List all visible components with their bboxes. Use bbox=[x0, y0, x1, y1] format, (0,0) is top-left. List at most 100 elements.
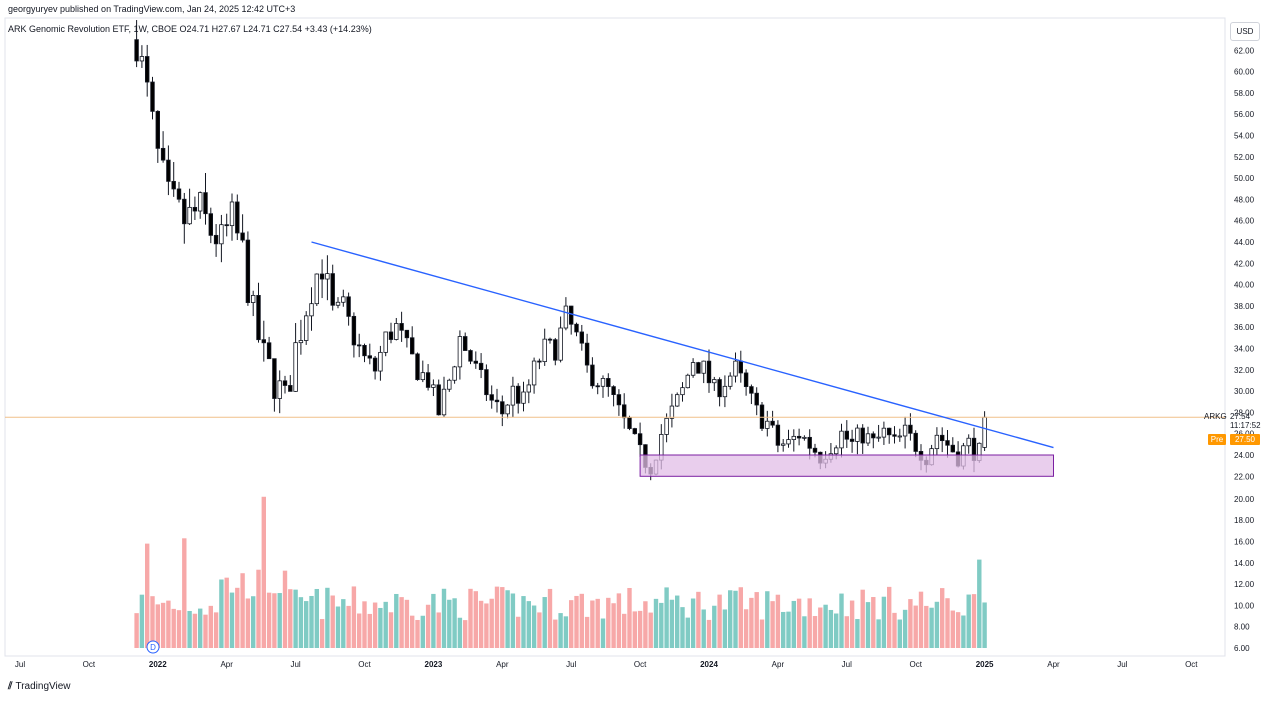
price-tick-label: 20.00 bbox=[1234, 495, 1255, 504]
tradingview-logo-icon: ⫽ bbox=[8, 681, 13, 692]
candle-body bbox=[150, 81, 155, 112]
candle-body bbox=[622, 404, 627, 419]
tradingview-logo[interactable]: ⫽ TradingView bbox=[8, 681, 71, 692]
candle-body bbox=[982, 416, 987, 448]
volume-bar bbox=[282, 570, 288, 648]
candle-body bbox=[261, 339, 266, 344]
candle-body bbox=[547, 338, 553, 341]
price-tick-label: 52.00 bbox=[1234, 153, 1255, 162]
candle-body bbox=[229, 201, 235, 227]
candle-body bbox=[240, 232, 245, 241]
volume-bar bbox=[855, 619, 860, 648]
time-tick-label: Oct bbox=[634, 660, 647, 669]
candle-body bbox=[245, 239, 251, 303]
candle-body bbox=[600, 378, 606, 387]
candle-body bbox=[468, 350, 473, 362]
candle-body bbox=[722, 385, 728, 398]
volume-bar bbox=[505, 590, 510, 648]
candle-body bbox=[160, 147, 166, 161]
time-tick-label: Jul bbox=[842, 660, 852, 669]
volume-bar bbox=[680, 607, 685, 648]
volume-bar bbox=[595, 598, 600, 648]
volume-bar bbox=[892, 612, 897, 648]
volume-bar bbox=[802, 616, 807, 648]
volume-bar bbox=[203, 614, 208, 648]
volume-bar bbox=[945, 598, 950, 648]
volume-bar bbox=[579, 593, 584, 648]
candle-body bbox=[272, 358, 277, 399]
volume-bar bbox=[690, 598, 696, 648]
volume-bar bbox=[627, 587, 632, 648]
price-tick-label: 38.00 bbox=[1234, 302, 1255, 311]
volume-bar bbox=[563, 616, 569, 648]
last-price-symbol: ARKG bbox=[1204, 412, 1227, 421]
volume-bar bbox=[669, 599, 675, 648]
candle-body bbox=[791, 435, 796, 440]
candle-body bbox=[696, 362, 701, 374]
candle-body bbox=[425, 372, 431, 388]
volume-bar bbox=[372, 602, 378, 648]
time-tick-label: Apr bbox=[496, 660, 509, 669]
volume-bar bbox=[637, 610, 643, 648]
candle-body bbox=[839, 430, 844, 449]
time-axis: Jul Oct 2022 Apr Jul Oct 2023 Apr Jul Oct 2024 Apr J… bbox=[15, 660, 1198, 669]
candle-body bbox=[786, 439, 791, 445]
candle-body bbox=[966, 437, 971, 447]
candle-body bbox=[569, 305, 574, 325]
volume-bar bbox=[500, 587, 505, 648]
candle-body bbox=[203, 192, 208, 215]
descending-trendline bbox=[311, 241, 1054, 449]
candle-body bbox=[812, 447, 818, 453]
candle-body bbox=[319, 273, 325, 280]
candle-body bbox=[288, 385, 293, 392]
volume-bar bbox=[425, 604, 431, 648]
candle-body bbox=[144, 56, 150, 83]
time-tick-label: Jul bbox=[15, 660, 25, 669]
candle-body bbox=[298, 340, 304, 344]
price-tick-label: 42.00 bbox=[1234, 259, 1255, 268]
volume-bar bbox=[828, 609, 834, 648]
candle-body bbox=[611, 386, 616, 396]
candle-body bbox=[447, 379, 452, 390]
volume-bar bbox=[341, 599, 346, 648]
volume-bar bbox=[410, 615, 415, 648]
volume-bar bbox=[924, 605, 929, 648]
candle-body bbox=[526, 384, 531, 393]
volume-bar bbox=[346, 605, 351, 648]
premarket-price: 27.50 bbox=[1230, 434, 1260, 445]
time-tick-label: Jul bbox=[566, 660, 576, 669]
candle-body bbox=[738, 360, 743, 374]
candle-body bbox=[669, 405, 675, 419]
symbol-legend[interactable]: ARK Genomic Revolution ETF, 1W, CBOE O24… bbox=[8, 24, 372, 34]
candle-body bbox=[690, 362, 696, 376]
candle-body bbox=[537, 360, 542, 363]
currency-button[interactable]: USD bbox=[1230, 22, 1260, 41]
volume-bar bbox=[304, 601, 309, 648]
volume-bar bbox=[812, 616, 818, 648]
candle-body bbox=[775, 424, 781, 446]
candle-body bbox=[770, 420, 775, 426]
volume-bar bbox=[325, 587, 330, 648]
volume-bar bbox=[775, 594, 781, 648]
candle-body bbox=[510, 385, 516, 406]
price-tick-label: 8.00 bbox=[1234, 623, 1250, 632]
volume-bar bbox=[463, 620, 468, 648]
time-tick-label: Jul bbox=[1117, 660, 1127, 669]
candle-body bbox=[187, 206, 192, 225]
volume-bar bbox=[696, 591, 701, 648]
candle-body bbox=[224, 224, 229, 227]
candle-body bbox=[394, 323, 399, 340]
time-tick-label: Jul bbox=[290, 660, 300, 669]
candle-body bbox=[706, 360, 712, 384]
volume-bar bbox=[219, 579, 224, 648]
volume-bar bbox=[643, 601, 648, 648]
volume-bar bbox=[770, 601, 775, 648]
time-tick-label: Oct bbox=[358, 660, 371, 669]
candle-body bbox=[436, 384, 441, 416]
volume-bar bbox=[192, 613, 198, 648]
price-tick-label: 28.00 bbox=[1234, 408, 1255, 417]
volume-bar bbox=[510, 593, 516, 648]
candle-body bbox=[256, 295, 261, 341]
